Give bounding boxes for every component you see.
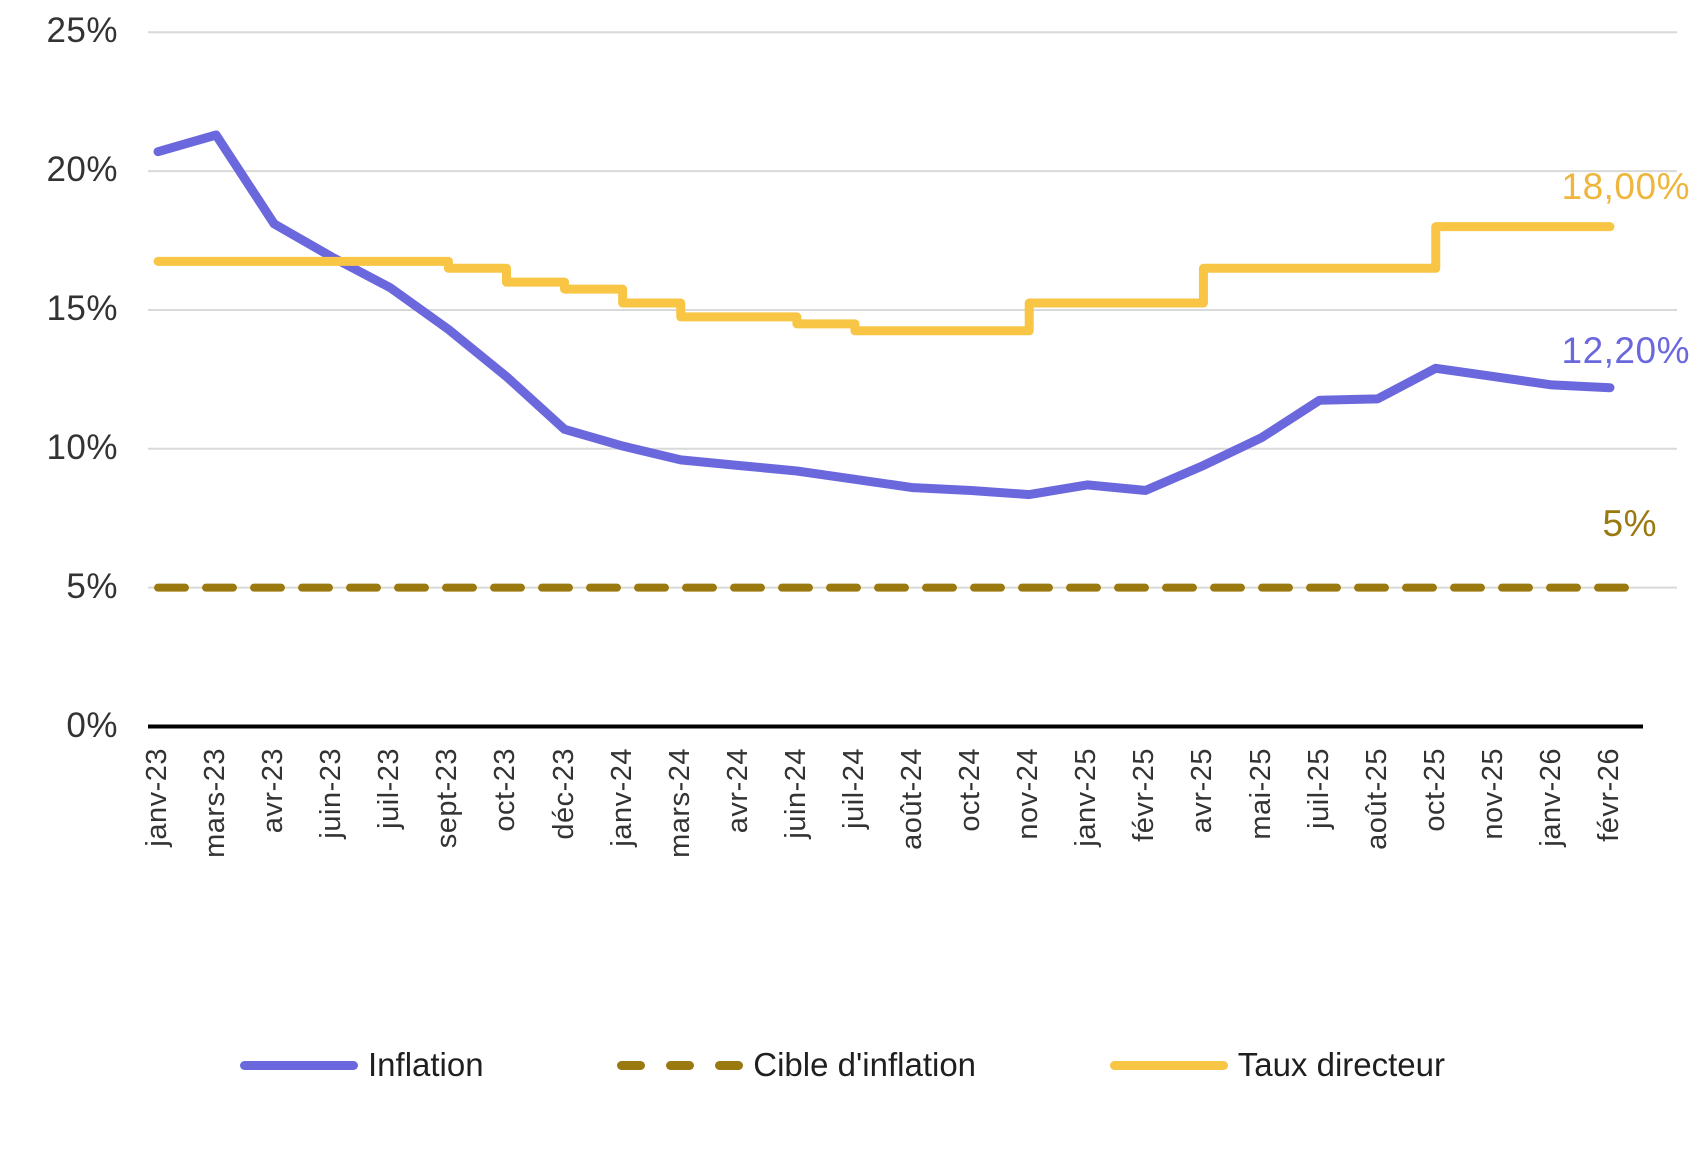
policy-rate-line (153, 222, 1615, 336)
target-dash-swatch (617, 1060, 744, 1070)
legend-item-policy-rate[interactable]: Taux directeur (1109, 1046, 1445, 1084)
y-tick-label: 25% (46, 11, 118, 51)
policy-rate-line-swatch (1109, 1060, 1228, 1070)
legend-item-inflation[interactable]: Inflation (240, 1046, 484, 1084)
inflation-line (153, 130, 1615, 500)
y-tick-label: 15% (46, 288, 118, 328)
x-tick-label: août-25 (1360, 748, 1393, 850)
legend-label-target: Cible d'inflation (753, 1046, 977, 1083)
y-tick-label: 10% (46, 427, 118, 467)
x-tick-label: juil-25 (1302, 748, 1335, 829)
x-tick-label: juil-23 (373, 748, 406, 829)
x-tick-label: janv-24 (605, 748, 638, 847)
plot-area (148, 31, 1677, 729)
y-tick-label: 20% (46, 150, 118, 190)
x-tick-label: oct-25 (1418, 748, 1451, 832)
legend: Inflation Cible d'inflation Taux directe… (240, 1046, 1445, 1084)
legend-item-target[interactable]: Cible d'inflation (617, 1046, 976, 1084)
x-tick-label: mars-24 (663, 748, 696, 858)
x-tick-label: nov-25 (1476, 748, 1509, 840)
dash-segment (617, 1060, 646, 1070)
x-tick-label: sept-23 (431, 748, 464, 849)
x-tick-label: mai-25 (1244, 748, 1277, 840)
policy-rate-value-label: 18,00% (1561, 166, 1690, 207)
x-tick-label: juin-23 (315, 748, 348, 839)
legend-label-policy-rate: Taux directeur (1237, 1046, 1445, 1083)
dash-segment (715, 1060, 744, 1070)
x-tick-label: avr-24 (721, 748, 754, 834)
x-tick-label: janv-23 (141, 748, 173, 847)
x-tick-label: août-24 (896, 748, 929, 850)
inflation-line-swatch (240, 1060, 358, 1070)
x-tick-label: janv-26 (1534, 748, 1567, 847)
x-tick-label: avr-23 (257, 748, 290, 834)
inflation-value-label: 12,20% (1561, 330, 1690, 371)
x-tick-label: févr-25 (1128, 748, 1161, 842)
legend-label-inflation: Inflation (368, 1046, 484, 1083)
x-tick-label: oct-23 (489, 748, 522, 832)
series-lines (153, 130, 1644, 592)
y-tick-label: 5% (66, 566, 118, 606)
gridlines (148, 31, 1677, 729)
x-tick-label: févr-26 (1593, 748, 1625, 842)
x-tick-label: janv-25 (1070, 748, 1103, 847)
x-tick-label: avr-25 (1186, 748, 1219, 834)
dash-segment (666, 1060, 695, 1070)
x-tick-label: mars-23 (199, 748, 232, 858)
x-tick-label: déc-23 (547, 748, 580, 840)
x-tick-label: nov-24 (1012, 748, 1045, 840)
x-tick-label: juin-24 (779, 748, 812, 839)
x-tick-label: oct-24 (954, 748, 987, 832)
target-value-label: 5% (1602, 503, 1657, 544)
x-tick-label: juil-24 (837, 748, 870, 829)
y-tick-label: 0% (66, 705, 118, 745)
